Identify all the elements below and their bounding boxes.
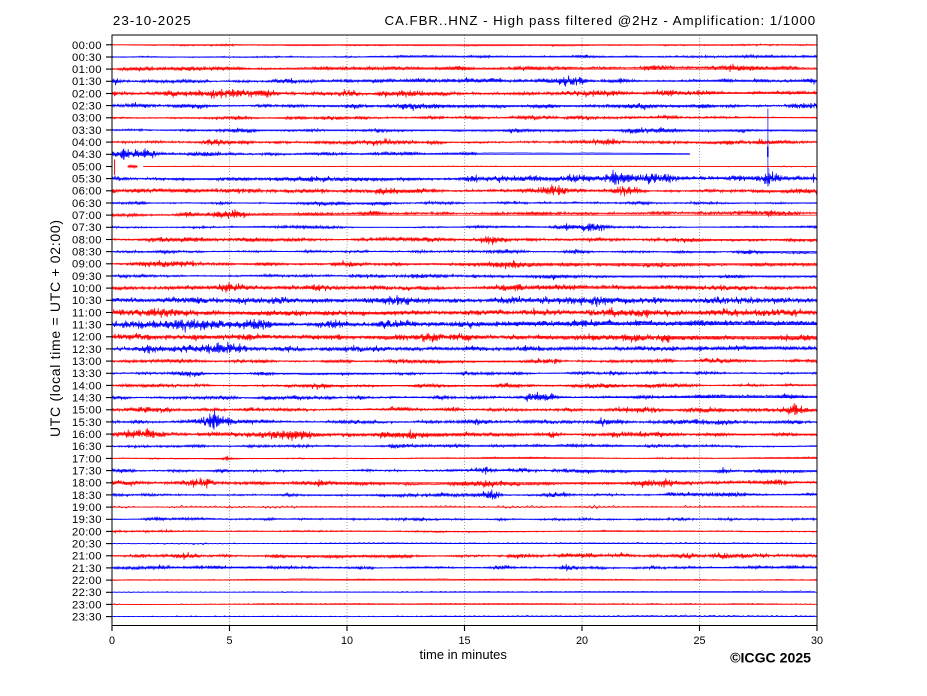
svg-text:©ICGC 2025: ©ICGC 2025 (730, 649, 811, 665)
svg-text:00:00: 00:00 (72, 40, 102, 52)
svg-text:22:30: 22:30 (72, 587, 102, 599)
svg-text:20:30: 20:30 (72, 539, 102, 551)
svg-text:10:30: 10:30 (72, 295, 102, 307)
svg-text:15:00: 15:00 (72, 405, 102, 417)
svg-text:22:00: 22:00 (72, 575, 102, 587)
svg-text:23-10-2025: 23-10-2025 (113, 13, 191, 28)
svg-text:11:30: 11:30 (72, 320, 102, 332)
svg-text:12:00: 12:00 (72, 332, 102, 344)
svg-text:14:00: 14:00 (72, 380, 102, 392)
svg-text:04:30: 04:30 (72, 149, 102, 161)
svg-text:20: 20 (576, 635, 588, 647)
svg-text:30: 30 (811, 635, 823, 647)
svg-text:15: 15 (458, 635, 470, 647)
svg-text:05:30: 05:30 (72, 174, 102, 186)
svg-text:11:00: 11:00 (72, 307, 102, 319)
svg-text:16:30: 16:30 (72, 441, 102, 453)
svg-text:06:30: 06:30 (72, 198, 102, 210)
svg-text:21:00: 21:00 (72, 551, 102, 563)
svg-text:07:30: 07:30 (72, 222, 102, 234)
svg-text:06:00: 06:00 (72, 186, 102, 198)
svg-text:15:30: 15:30 (72, 417, 102, 429)
svg-text:time in minutes: time in minutes (419, 647, 507, 662)
svg-text:09:00: 09:00 (72, 259, 102, 271)
svg-text:08:00: 08:00 (72, 234, 102, 246)
svg-text:16:00: 16:00 (72, 429, 102, 441)
svg-text:14:30: 14:30 (72, 393, 102, 405)
svg-text:01:30: 01:30 (72, 76, 102, 88)
svg-text:18:30: 18:30 (72, 490, 102, 502)
svg-text:0: 0 (109, 635, 115, 647)
svg-text:19:00: 19:00 (72, 502, 102, 514)
svg-text:01:00: 01:00 (72, 64, 102, 76)
svg-text:13:00: 13:00 (72, 356, 102, 368)
svg-text:UTC (local time = UTC + 02:00): UTC (local time = UTC + 02:00) (47, 220, 63, 437)
svg-text:08:30: 08:30 (72, 247, 102, 259)
svg-text:18:00: 18:00 (72, 478, 102, 490)
svg-text:17:00: 17:00 (72, 453, 102, 465)
svg-text:19:30: 19:30 (72, 514, 102, 526)
svg-text:13:30: 13:30 (72, 368, 102, 380)
svg-text:04:00: 04:00 (72, 137, 102, 149)
svg-text:02:00: 02:00 (72, 88, 102, 100)
svg-text:17:30: 17:30 (72, 466, 102, 478)
svg-text:07:00: 07:00 (72, 210, 102, 222)
svg-text:09:30: 09:30 (72, 271, 102, 283)
svg-text:12:30: 12:30 (72, 344, 102, 356)
svg-text:20:00: 20:00 (72, 526, 102, 538)
svg-text:00:30: 00:30 (72, 52, 102, 64)
svg-text:02:30: 02:30 (72, 101, 102, 113)
svg-text:03:00: 03:00 (72, 113, 102, 125)
svg-text:03:30: 03:30 (72, 125, 102, 137)
svg-text:25: 25 (693, 635, 705, 647)
svg-text:10: 10 (341, 635, 353, 647)
svg-text:23:00: 23:00 (72, 599, 102, 611)
svg-text:05:00: 05:00 (72, 161, 102, 173)
svg-text:10:00: 10:00 (72, 283, 102, 295)
svg-text:5: 5 (226, 635, 232, 647)
svg-text:CA.FBR..HNZ - High pass filter: CA.FBR..HNZ - High pass filtered @2Hz - … (385, 13, 816, 28)
svg-text:23:30: 23:30 (72, 612, 102, 624)
svg-text:21:30: 21:30 (72, 563, 102, 575)
